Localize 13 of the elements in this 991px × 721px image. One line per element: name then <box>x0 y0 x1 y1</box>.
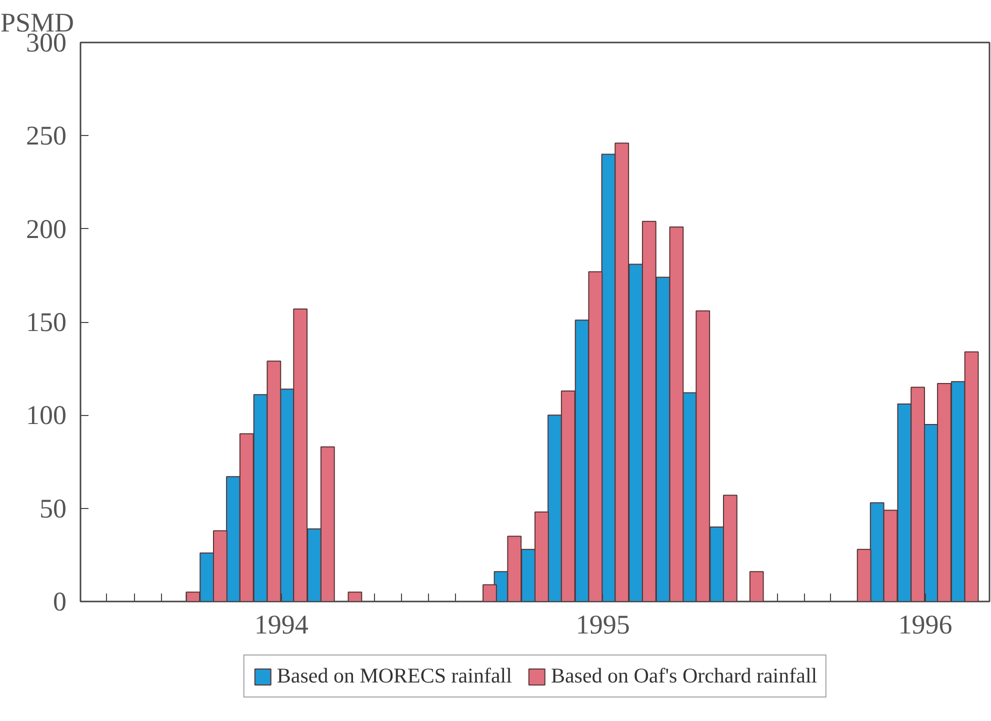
y-tick-label: 100 <box>26 400 66 430</box>
x-tick-label: 1996 <box>898 610 952 640</box>
legend-label: Based on Oaf's Orchard rainfall <box>550 664 818 688</box>
bar <box>348 592 362 602</box>
x-tick-label: 1995 <box>576 610 630 640</box>
bar <box>749 571 764 602</box>
y-tick-label: 150 <box>26 307 66 337</box>
legend-label: Based on MORECS rainfall <box>276 664 512 688</box>
y-tick-label: 50 <box>40 493 66 524</box>
y-tick-label: 200 <box>26 214 66 244</box>
y-tick-label: 0 <box>53 586 66 616</box>
y-tick-label: 250 <box>26 120 66 151</box>
x-tick-label: 1994 <box>254 610 309 640</box>
